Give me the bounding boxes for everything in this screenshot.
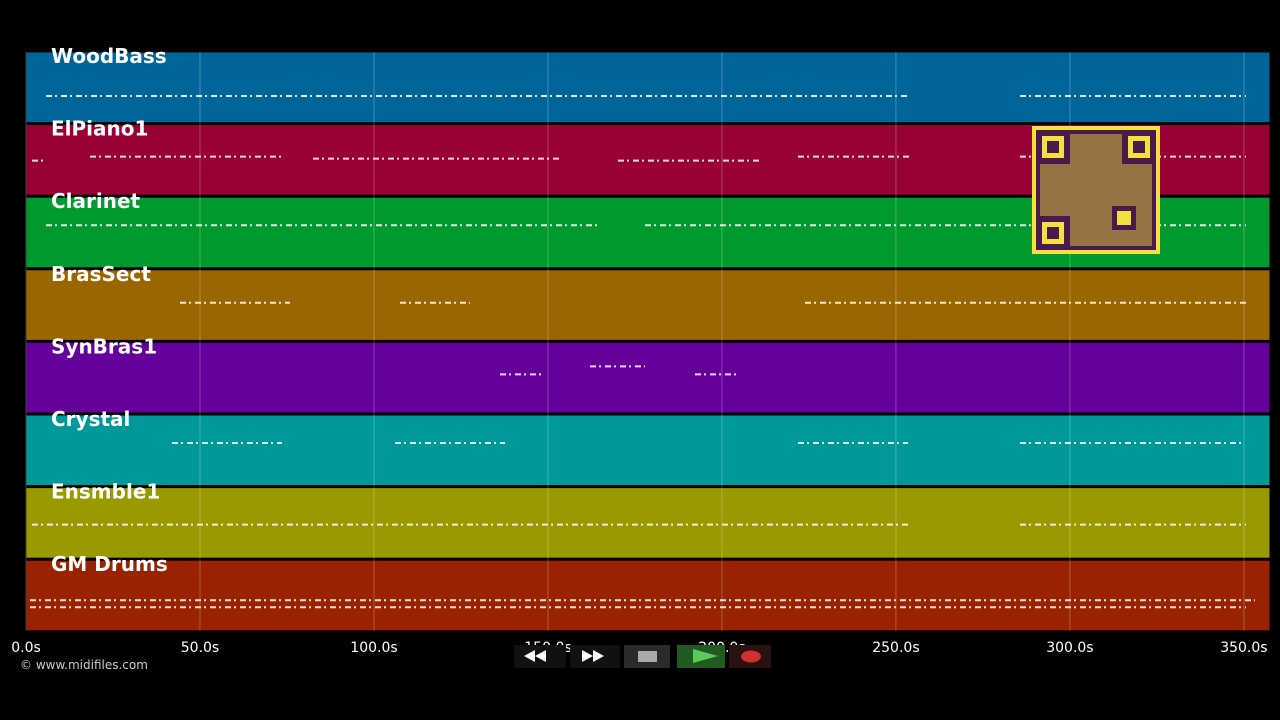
track-lane <box>25 341 1271 414</box>
play-button[interactable] <box>677 645 725 668</box>
track-name: BrasSect <box>51 262 151 286</box>
fast-forward-button[interactable] <box>570 645 620 668</box>
track-name: Clarinet <box>51 189 141 213</box>
track-name: SynBras1 <box>51 334 157 358</box>
x-tick-label: 50.0s <box>181 640 219 656</box>
qr-code <box>1032 126 1160 254</box>
track-name: GM Drums <box>51 552 168 576</box>
x-tick-label: 300.0s <box>1046 640 1093 656</box>
track-name: Crystal <box>51 407 130 431</box>
track-lane <box>25 487 1271 559</box>
x-tick-label: 0.0s <box>11 640 41 656</box>
copyright: © www.midifiles.com <box>20 658 148 672</box>
transport <box>514 645 771 668</box>
record-button[interactable] <box>729 645 771 668</box>
x-tick-label: 250.0s <box>872 640 919 656</box>
track-lane <box>25 559 1271 632</box>
x-tick-label: 350.0s <box>1220 640 1267 656</box>
track-name: ElPiano1 <box>51 117 148 141</box>
x-tick-label: 100.0s <box>350 640 397 656</box>
track-lane <box>25 269 1271 341</box>
stop-button[interactable] <box>624 645 670 668</box>
track-lane <box>25 51 1271 124</box>
track-name: WoodBass <box>51 44 167 68</box>
rewind-button[interactable] <box>514 645 566 668</box>
track-lane <box>25 414 1271 487</box>
track-name: Ensmble1 <box>51 480 160 504</box>
